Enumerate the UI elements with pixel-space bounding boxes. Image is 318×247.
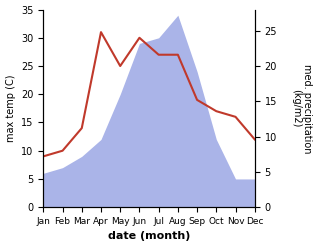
Y-axis label: med. precipitation
(kg/m2): med. precipitation (kg/m2) [291, 64, 313, 153]
Y-axis label: max temp (C): max temp (C) [5, 75, 16, 142]
X-axis label: date (month): date (month) [108, 231, 190, 242]
